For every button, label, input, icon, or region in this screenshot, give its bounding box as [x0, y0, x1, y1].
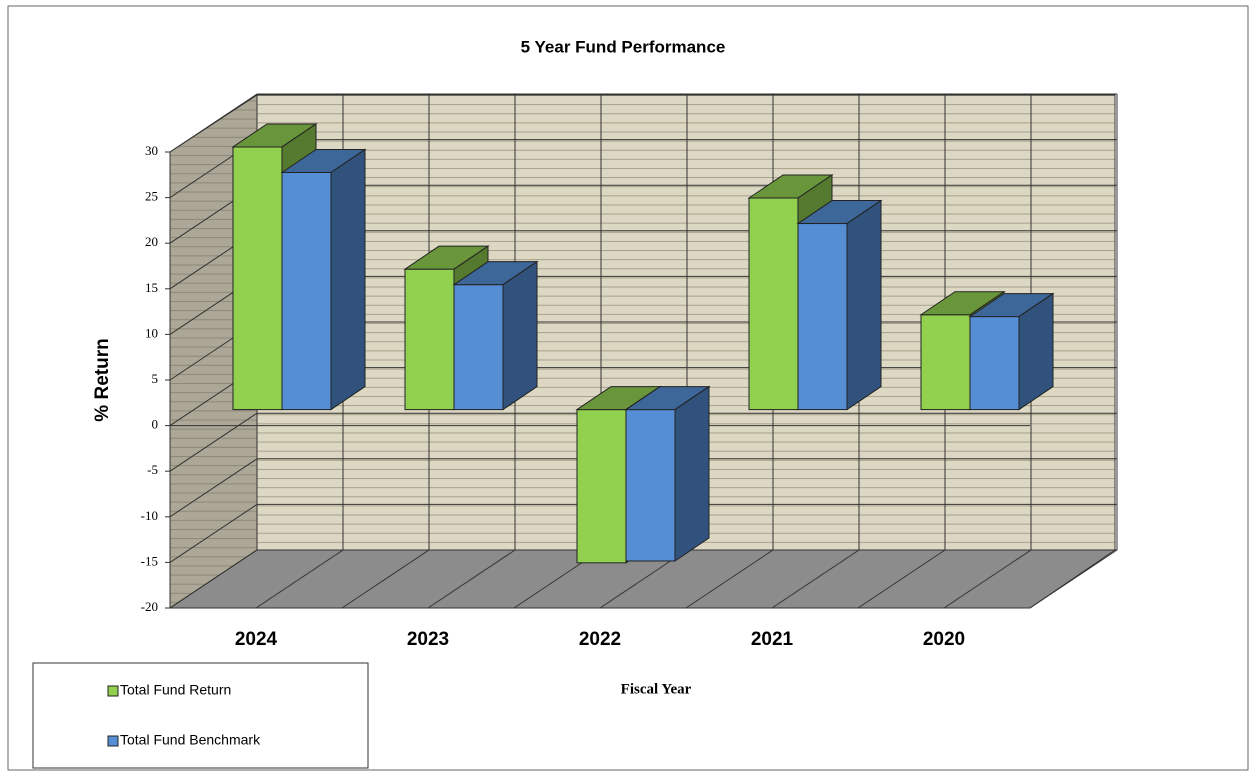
y-tick-label: -5: [147, 462, 158, 477]
grid-line: [169, 549, 258, 609]
bar: [404, 268, 455, 411]
bar: [969, 316, 1020, 411]
floor-divider: [1029, 549, 1118, 609]
legend-label: Total Fund Benchmark: [120, 732, 261, 748]
bar: [453, 284, 504, 411]
bar: [748, 197, 799, 411]
bar: [232, 146, 283, 411]
y-axis-label: % Return: [92, 338, 113, 421]
bar-side: [846, 199, 882, 411]
y-tick-label: -10: [141, 508, 158, 523]
x-tick-label: 2020: [923, 629, 965, 650]
floor-divider: [341, 549, 430, 609]
legend-swatch: [107, 685, 119, 697]
y-tick-label: 0: [152, 417, 159, 432]
y-tick-label: 10: [145, 325, 158, 340]
y-tick-label: -20: [141, 599, 158, 614]
bar: [576, 409, 627, 564]
x-tick-label: 2023: [407, 629, 449, 650]
bar: [797, 223, 848, 411]
bar: [625, 409, 676, 562]
x-tick-label: 2022: [579, 629, 621, 650]
floor-divider: [255, 549, 344, 609]
grid-line: [169, 503, 258, 563]
floor-divider: [943, 549, 1032, 609]
grid-line: [169, 93, 258, 153]
x-tick-label: 2021: [751, 629, 794, 650]
bar: [920, 314, 971, 411]
bar-side: [674, 385, 710, 562]
x-tick-label: 2024: [235, 629, 278, 650]
grid-line: [169, 412, 258, 472]
floor-divider: [857, 549, 946, 609]
legend-swatch: [107, 735, 119, 747]
bar-side: [502, 260, 538, 411]
legend: [32, 662, 369, 769]
frame: [7, 5, 1249, 771]
floor-divider: [427, 549, 516, 609]
y-tick-label: 30: [145, 143, 158, 158]
floor-divider: [685, 549, 774, 609]
bar-side: [330, 148, 366, 411]
y-tick-label: 25: [145, 189, 158, 204]
y-tick-label: 5: [152, 371, 159, 386]
legend-label: Total Fund Return: [120, 682, 231, 698]
x-axis-label: Fiscal Year: [621, 681, 692, 697]
floor-divider: [771, 549, 860, 609]
bar: [281, 171, 332, 411]
bar-side: [1018, 292, 1054, 411]
y-tick-label: 15: [145, 280, 158, 295]
y-tick-label: -15: [141, 553, 158, 568]
grid-line: [169, 458, 258, 518]
chart-title: 5 Year Fund Performance: [521, 37, 726, 56]
y-tick-label: 20: [145, 234, 158, 249]
